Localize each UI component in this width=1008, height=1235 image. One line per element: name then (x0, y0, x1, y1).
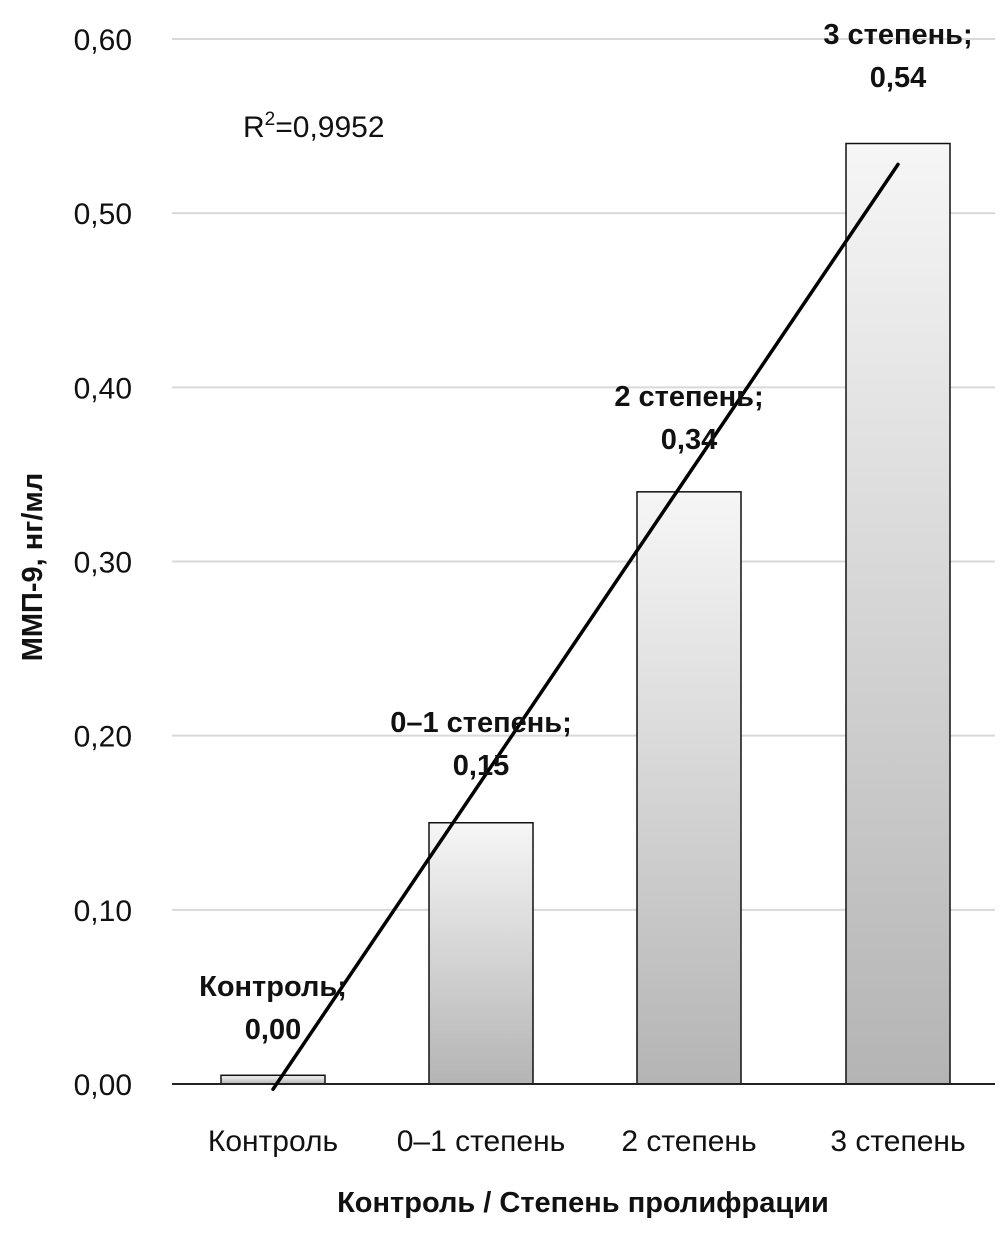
y-tick-label: 0,30 (74, 547, 132, 580)
x-category-label: 3 степень (830, 1125, 965, 1158)
y-axis-ticks: 0,00 0,10 0,20 0,30 0,40 0,50 0,60 (74, 24, 132, 1102)
x-axis-title: Контроль / Степень пролифрации (337, 1187, 829, 1219)
x-category-label: Контроль (208, 1125, 338, 1158)
data-label: 0,34 (661, 424, 717, 456)
bar (428, 822, 534, 1085)
y-tick-label: 0,50 (74, 198, 132, 231)
trendline-group (271, 162, 900, 1091)
x-category-label: 0–1 степень (397, 1125, 566, 1158)
category-labels: Контроль 0–1 степень 2 степень 3 степень (208, 1125, 966, 1158)
y-tick-label: 0,20 (74, 721, 132, 754)
data-label: 0,15 (453, 750, 509, 782)
y-tick-label: 0,60 (74, 24, 132, 57)
y-tick-label: 0,40 (74, 372, 132, 405)
trendline (271, 162, 900, 1091)
bar (845, 142, 951, 1085)
r-squared-label: R2=0,9952 (243, 109, 385, 144)
data-label: 0,00 (245, 1014, 301, 1046)
bar (636, 491, 742, 1085)
data-labels: Контроль; 0,00 0–1 степень; 0,15 2 степень; 0… (199, 19, 973, 1046)
x-category-label: 2 степень (621, 1125, 756, 1158)
data-label: Контроль; (199, 971, 347, 1003)
data-label: 3 степень; (823, 19, 972, 51)
data-label: 2 степень; (614, 381, 763, 413)
data-label: 0–1 степень; (390, 707, 572, 739)
y-tick-label: 0,10 (74, 895, 132, 928)
data-label: 0,54 (870, 62, 926, 94)
bars (220, 142, 951, 1085)
y-tick-label: 0,00 (74, 1069, 132, 1102)
bar (220, 1074, 326, 1085)
y-axis-title: ММП-9, нг/мл (17, 473, 49, 662)
